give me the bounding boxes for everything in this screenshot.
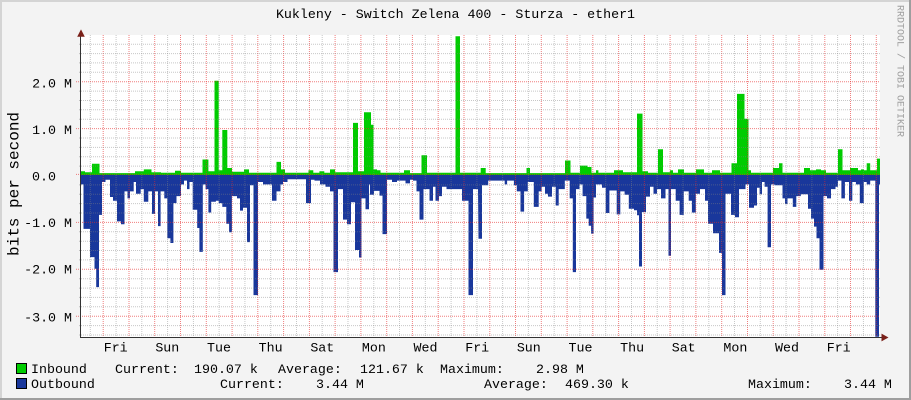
svg-text:Fri: Fri (104, 341, 128, 356)
svg-text:2.98 M: 2.98 M (536, 362, 584, 377)
svg-text:Sun: Sun (155, 341, 179, 356)
svg-text:Sat: Sat (310, 341, 334, 356)
svg-text:0.0: 0.0 (32, 169, 56, 184)
svg-text:Wed: Wed (775, 341, 799, 356)
svg-text:Tue: Tue (207, 341, 231, 356)
svg-text:Sun: Sun (517, 341, 541, 356)
svg-text:bits per second: bits per second (5, 112, 23, 256)
svg-text:Fri: Fri (827, 341, 851, 356)
svg-text:Mon: Mon (723, 341, 747, 356)
svg-text:Inbound: Inbound (31, 362, 87, 377)
svg-text:-3.0 M: -3.0 M (24, 310, 72, 325)
svg-text:Sat: Sat (672, 341, 696, 356)
svg-text:1.0 M: 1.0 M (32, 123, 72, 138)
svg-text:Thu: Thu (620, 341, 644, 356)
svg-text:2.0 M: 2.0 M (32, 76, 72, 91)
svg-text:-1.0 M: -1.0 M (24, 216, 72, 231)
svg-text:Maximum:: Maximum: (748, 377, 812, 392)
svg-text:Current:: Current: (220, 377, 284, 392)
svg-text:3.44 M: 3.44 M (844, 377, 892, 392)
svg-text:3.44 M: 3.44 M (316, 377, 364, 392)
svg-text:121.67 k: 121.67 k (360, 362, 424, 377)
svg-text:Maximum:: Maximum: (440, 362, 504, 377)
svg-text:Thu: Thu (259, 341, 283, 356)
svg-text:Current:: Current: (115, 362, 179, 377)
svg-text:Wed: Wed (414, 341, 438, 356)
svg-text:Average:: Average: (278, 362, 342, 377)
svg-text:Outbound: Outbound (31, 377, 95, 392)
svg-text:Kukleny - Switch Zelena 400 -: Kukleny - Switch Zelena 400 - Sturza - e… (276, 7, 635, 22)
svg-text:RRDTOOL / TOBI OETIKER: RRDTOOL / TOBI OETIKER (893, 5, 905, 137)
svg-text:-2.0 M: -2.0 M (24, 263, 72, 278)
svg-text:Mon: Mon (362, 341, 386, 356)
svg-text:469.30 k: 469.30 k (565, 377, 629, 392)
svg-text:190.07 k: 190.07 k (194, 362, 258, 377)
svg-text:Average:: Average: (484, 377, 548, 392)
svg-text:Fri: Fri (465, 341, 489, 356)
svg-text:Tue: Tue (569, 341, 593, 356)
